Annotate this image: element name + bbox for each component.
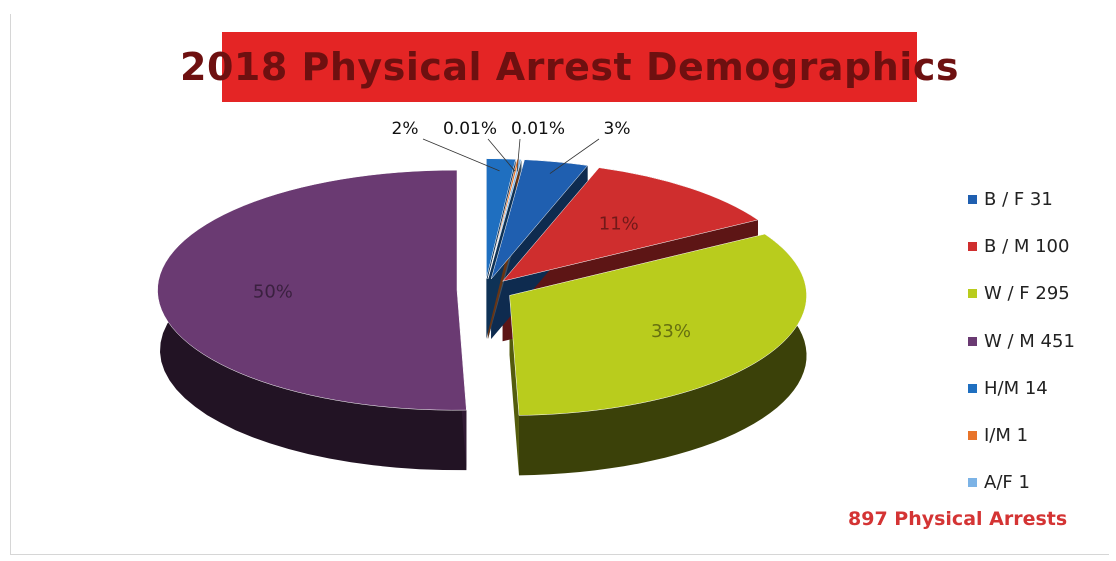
pie-slice [490, 159, 589, 280]
pie-percent-label: 11% [599, 214, 639, 235]
legend-item: W / M 451 [968, 318, 1108, 365]
legend-label: B / M 100 [984, 236, 1070, 258]
pie-percent-label: 2% [392, 119, 419, 139]
legend-label: A/F 1 [984, 472, 1030, 494]
pie-tops [157, 158, 807, 416]
legend-swatch [968, 289, 977, 299]
legend-swatch [968, 383, 977, 393]
pie-slice [487, 159, 522, 279]
pie-slice [486, 158, 516, 279]
pie-slice-side [519, 234, 807, 476]
pie-slice-cut-face [509, 295, 519, 476]
chart-title: 2018 Physical Arrest Demographics [180, 45, 959, 89]
legend-label: W / M 451 [984, 330, 1075, 352]
pie-labels: 2% 0.01% 0.01% 3% 11% 33% 50% [253, 119, 691, 342]
legend-item: I/M 1 [968, 412, 1108, 459]
chart-frame [10, 14, 1109, 555]
pie-leader-line [487, 138, 516, 172]
legend-label: W / F 295 [984, 283, 1070, 305]
legend-item: H/M 14 [968, 365, 1108, 412]
legend-item: W / F 295 [968, 270, 1108, 317]
pie-percent-label: 0.01% [511, 119, 565, 139]
legend-item: B / F 31 [968, 176, 1108, 223]
legend-label: I/M 1 [984, 425, 1029, 447]
legend-swatch [968, 478, 977, 488]
pie-percent-label: 33% [651, 321, 691, 342]
pie-slice [501, 167, 759, 282]
legend-item: A/F 1 [968, 459, 1108, 506]
pie-slice [509, 233, 807, 416]
pie-percent-label: 3% [604, 119, 631, 139]
pie-leader-line [422, 138, 500, 172]
total-annotation: 897 Physical Arrests [848, 508, 1068, 530]
legend-item: B / M 100 [968, 223, 1108, 270]
chart-legend: B / F 31 B / M 100 W / F 295 W / M 451 H… [968, 176, 1108, 506]
legend-label: H/M 14 [984, 377, 1048, 399]
pie-leader-line [549, 138, 600, 174]
legend-swatch [968, 242, 977, 252]
legend-swatch [968, 336, 977, 346]
pie-percent-label: 50% [253, 281, 293, 302]
legend-swatch [968, 195, 977, 205]
chart-title-box: 2018 Physical Arrest Demographics [180, 32, 958, 102]
legend-label: B / F 31 [984, 189, 1053, 211]
pie-percent-label: 0.01% [443, 119, 497, 139]
pie-leader-line [516, 138, 521, 172]
legend-swatch [968, 431, 977, 441]
pie-slice [157, 169, 467, 411]
